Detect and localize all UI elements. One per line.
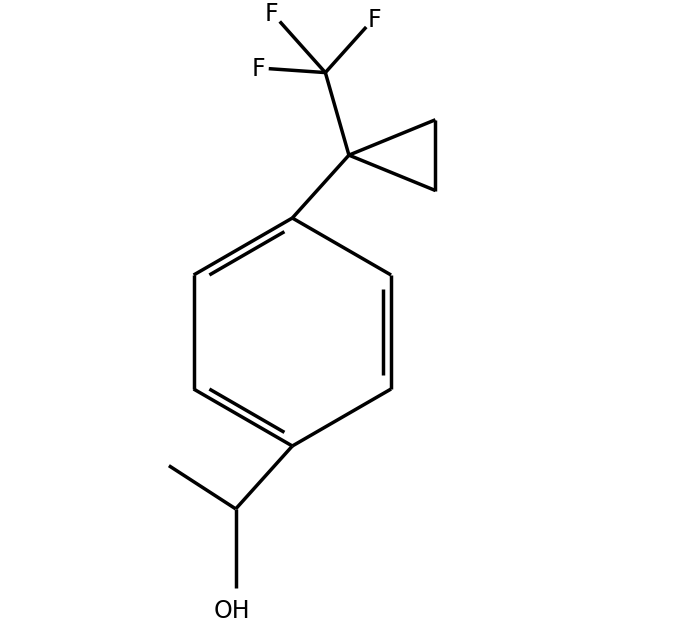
Text: F: F (265, 3, 278, 26)
Text: OH: OH (213, 599, 250, 623)
Text: F: F (367, 8, 381, 32)
Text: F: F (252, 57, 265, 81)
